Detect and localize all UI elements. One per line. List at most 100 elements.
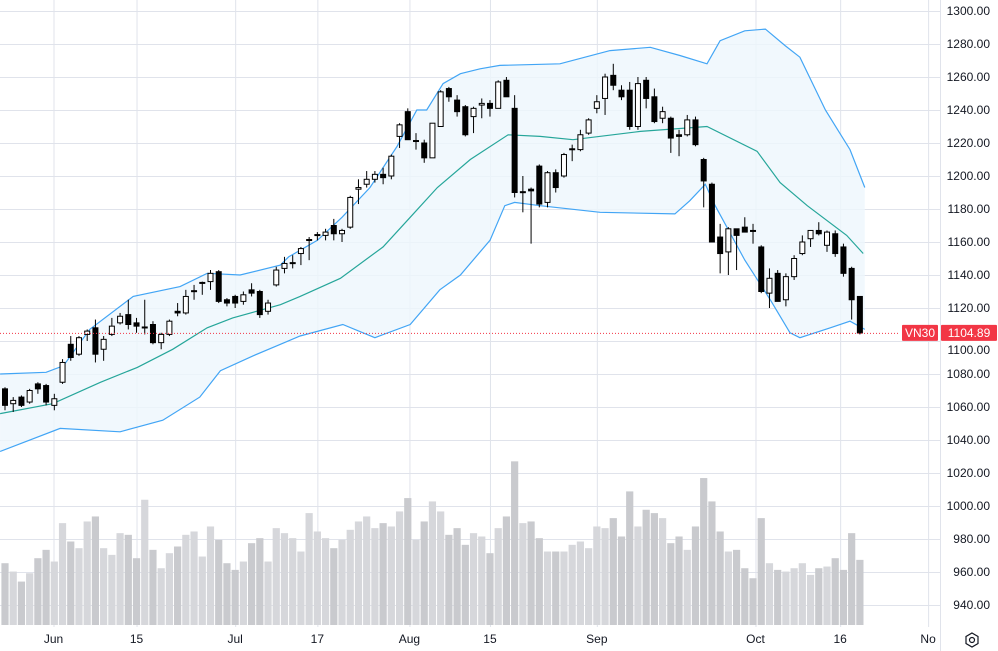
candle-body — [824, 231, 830, 246]
candle-body — [478, 102, 485, 106]
candle — [511, 95, 518, 198]
price-axis[interactable]: 1300.00 1280.00 1260.00 1240.00 1220.00 1200.… — [947, 4, 991, 612]
upper-band-line — [0, 28, 866, 375]
candle-body — [651, 96, 658, 123]
candle-body — [306, 239, 313, 242]
candle-body — [281, 262, 288, 269]
candle-body — [363, 178, 370, 185]
volume-bar — [313, 531, 321, 625]
candle-body — [832, 233, 839, 255]
volume-bar — [445, 534, 453, 625]
volume-bar — [42, 549, 50, 625]
volume-bar — [116, 533, 124, 625]
volume-bar — [108, 554, 116, 625]
candle-body — [676, 134, 683, 137]
volume-bar — [58, 523, 67, 625]
volume-bar — [354, 521, 363, 625]
candle — [643, 77, 650, 109]
candle — [659, 106, 666, 124]
candle-body — [297, 248, 304, 255]
candle-body — [43, 385, 50, 403]
candle-body — [84, 330, 91, 335]
candle — [544, 171, 551, 208]
candle — [100, 336, 107, 361]
volume-bar — [321, 538, 330, 625]
candle — [585, 118, 592, 135]
volume-bar — [338, 539, 346, 625]
symbol-badge: VN30 — [902, 324, 938, 341]
volume-bar — [806, 574, 815, 625]
candle — [684, 114, 691, 137]
candle — [10, 397, 17, 412]
candle — [182, 289, 189, 315]
time-tick-label: 17 — [311, 632, 325, 646]
candle — [363, 171, 370, 188]
volume-bar — [527, 521, 535, 625]
candle — [692, 116, 699, 147]
candle — [528, 187, 535, 244]
candle — [577, 129, 584, 152]
time-tick-label: Jun — [44, 632, 63, 646]
candle-body — [544, 172, 551, 203]
price-tick-label: 1020.00 — [947, 466, 991, 480]
time-axis[interactable]: Jun 15 Jul 17 Aug 15 Sep Oct 16 No — [44, 632, 936, 646]
volume-bar — [691, 526, 700, 625]
basis-line — [0, 125, 864, 415]
candle-body — [26, 390, 33, 403]
volume-bar — [519, 523, 527, 625]
candle-body — [840, 246, 847, 274]
candle — [634, 77, 641, 130]
candle-body — [182, 295, 189, 314]
candle-body — [413, 140, 419, 143]
volume-bar — [593, 526, 601, 625]
candle — [322, 228, 329, 241]
volume-bar — [157, 568, 165, 625]
volume-bar — [609, 518, 617, 625]
symbol-label: VN30 — [905, 326, 935, 340]
candle-body — [158, 333, 165, 344]
candle-body — [758, 246, 765, 292]
candle — [807, 229, 814, 247]
volume-bar — [26, 573, 34, 625]
volume-bar — [141, 499, 149, 625]
last-price-badge: 1104.89 — [941, 324, 997, 341]
candle-body — [92, 327, 99, 355]
volume-bar — [716, 531, 724, 625]
candle-body — [322, 231, 329, 236]
candle — [610, 63, 617, 91]
candle-body — [454, 99, 461, 113]
candle-body — [330, 225, 337, 235]
price-tick-label: 1200.00 — [947, 169, 991, 183]
volume-bar — [379, 523, 387, 625]
volume-bar — [239, 561, 247, 625]
volume-bar — [708, 501, 716, 625]
candle — [314, 232, 321, 241]
volume-bar — [420, 521, 428, 625]
volume-bar — [560, 551, 568, 625]
candle-body — [536, 165, 543, 205]
candle — [265, 299, 272, 315]
volume-bar — [437, 511, 445, 625]
candle-body — [725, 228, 732, 253]
candle-body — [700, 159, 707, 182]
candle — [133, 317, 140, 333]
volume-bar — [585, 548, 593, 625]
candle — [495, 80, 502, 109]
candle — [199, 281, 206, 295]
volume-bars — [1, 461, 864, 625]
candle-body — [495, 81, 502, 109]
candle — [2, 387, 8, 411]
candle — [478, 98, 485, 119]
candle — [667, 116, 674, 153]
settings-icon[interactable] — [965, 632, 979, 648]
candle — [158, 332, 165, 350]
candle-body — [577, 134, 584, 151]
candle-body — [256, 291, 263, 316]
candle — [700, 157, 707, 208]
price-tick-label: 1180.00 — [948, 202, 991, 216]
volume-bar — [642, 509, 650, 625]
volume-bar — [831, 558, 839, 625]
candle-body — [634, 83, 641, 127]
candle — [848, 266, 855, 320]
